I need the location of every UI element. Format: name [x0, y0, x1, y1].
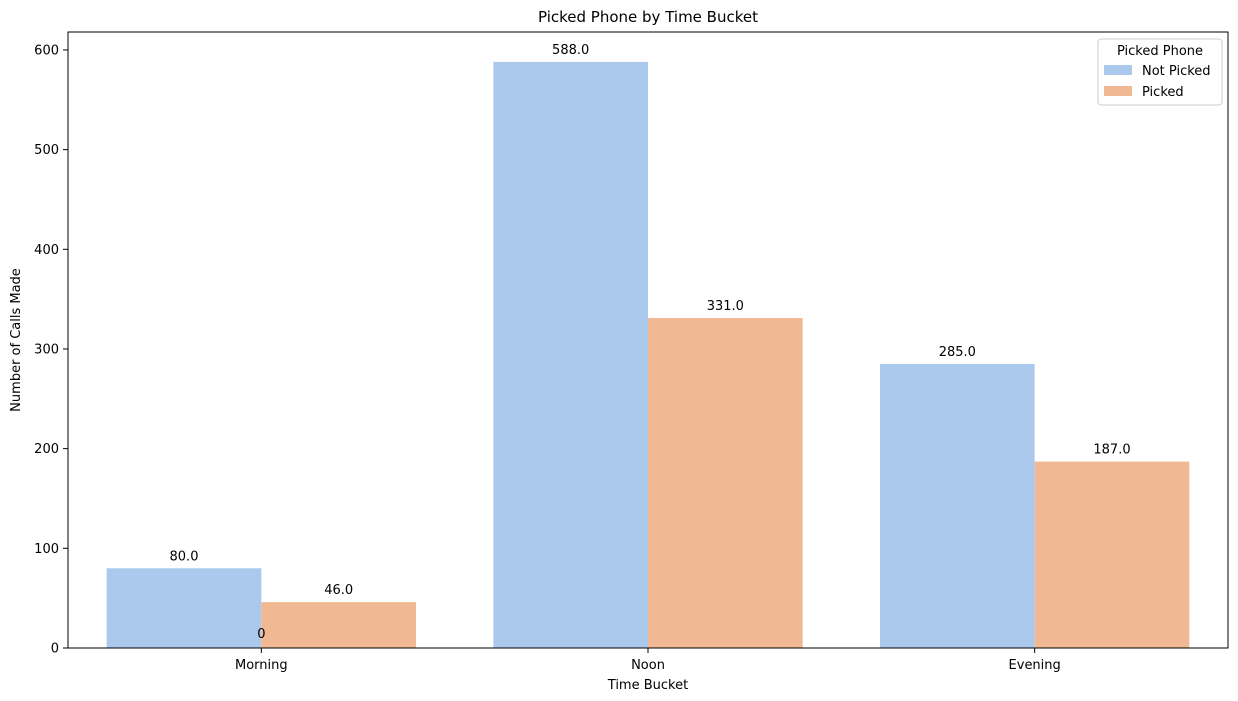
- legend-item-label: Picked: [1142, 85, 1184, 100]
- data-label: 46.0: [324, 583, 353, 598]
- x-tick-label: Morning: [235, 658, 288, 673]
- legend-swatch: [1104, 65, 1132, 75]
- bar-not-picked-noon: [493, 61, 648, 649]
- y-tick-label: 600: [34, 43, 59, 58]
- x-tick-label: Noon: [631, 658, 665, 673]
- data-label: 285.0: [939, 345, 976, 360]
- y-axis: 0 100 200 300 400 500 600: [34, 43, 68, 657]
- y-axis-label: Number of Calls Made: [9, 268, 24, 412]
- y-tick-label: 500: [34, 143, 59, 158]
- bar-picked-morning: [261, 602, 416, 648]
- data-labels-group: 80.0 588.0 285.0 46.0 331.0 187.0: [170, 43, 1131, 598]
- bars-group: [106, 61, 1190, 649]
- legend-item-label: Not Picked: [1142, 64, 1211, 79]
- data-label: 588.0: [552, 43, 589, 58]
- chart-title: Picked Phone by Time Bucket: [538, 8, 758, 26]
- data-label: 80.0: [170, 549, 199, 564]
- bar-not-picked-morning: [106, 568, 262, 648]
- x-axis-label: Time Bucket: [607, 678, 688, 693]
- y-tick-label: 100: [34, 542, 59, 557]
- y-tick-label: 400: [34, 243, 59, 258]
- y-tick-label: 200: [34, 442, 59, 457]
- x-tick-label: Evening: [1009, 658, 1061, 673]
- y-tick-label: 0: [51, 642, 59, 657]
- zero-annotation: 0: [257, 627, 265, 642]
- bar-not-picked-evening: [880, 363, 1035, 648]
- x-axis: Morning Noon Evening: [235, 648, 1061, 673]
- legend: Picked Phone Not Picked Picked: [1097, 38, 1223, 106]
- data-label: 187.0: [1093, 443, 1130, 458]
- legend-swatch: [1104, 86, 1132, 96]
- bar-picked-evening: [1034, 461, 1190, 648]
- legend-title: Picked Phone: [1117, 44, 1203, 59]
- bar-picked-noon: [648, 318, 803, 648]
- y-tick-label: 300: [34, 342, 59, 357]
- data-label: 331.0: [707, 299, 744, 314]
